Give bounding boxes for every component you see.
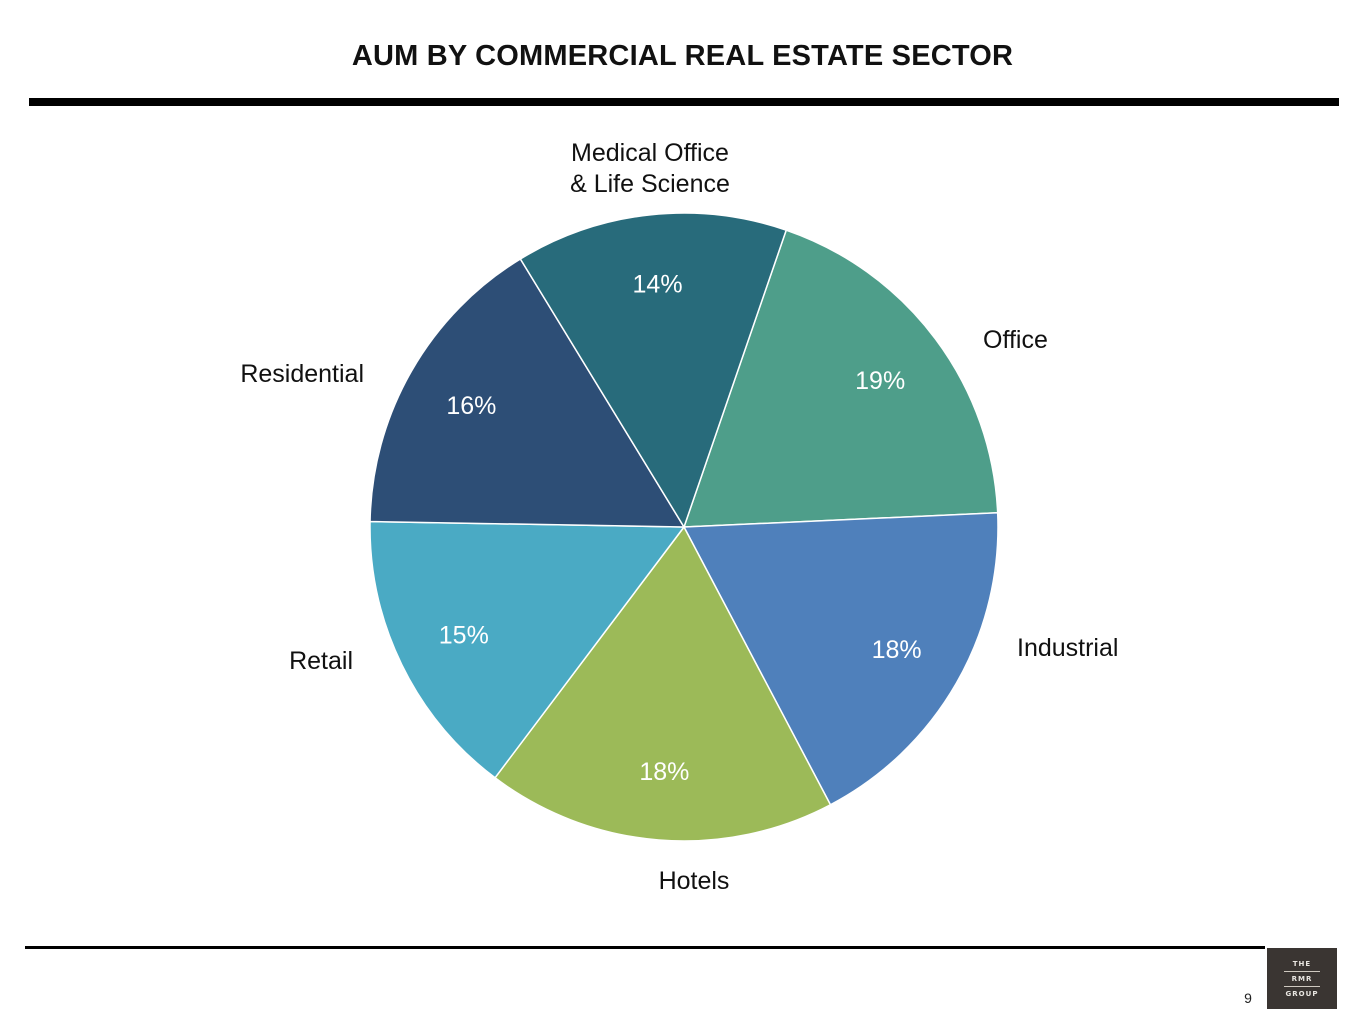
logo-rule-top: [1284, 971, 1320, 972]
pie-slice-retail: [369, 520, 686, 779]
rmr-group-logo: THE RMR GROUP: [1267, 948, 1337, 1009]
pie-value-label-medical: 14%: [633, 270, 683, 298]
pie-value-labels: 19% 18% 18% 15% 16% 14%: [439, 270, 922, 786]
logo-text-the: THE: [1292, 960, 1312, 968]
pie-slices: [369, 212, 999, 842]
logo-rule-bottom: [1284, 986, 1320, 987]
pie-category-label-hotels: Hotels: [659, 867, 730, 895]
title-divider: [29, 98, 1339, 106]
pie-value-label-industrial: 18%: [872, 636, 922, 664]
pie-category-label-line: & Life Science: [570, 170, 730, 198]
pie-category-label-line: Hotels: [659, 867, 730, 895]
pie-category-label-medical: Medical Office & Life Science: [570, 139, 730, 198]
pie-category-label-industrial: Industrial: [1017, 634, 1118, 662]
pie-category-label-line: Industrial: [1017, 634, 1118, 662]
pie-category-label-line: Retail: [289, 647, 353, 675]
footer-divider: [25, 946, 1265, 949]
pie-slice-hotels: [493, 525, 832, 842]
pie-slice-office: [682, 229, 999, 528]
pie-value-label-office: 19%: [855, 367, 905, 395]
logo-text-rmr: RMR: [1291, 975, 1313, 983]
logo-text-group: GROUP: [1285, 990, 1319, 998]
pie-category-label-line: Medical Office: [571, 139, 729, 167]
pie-slice-residential: [369, 257, 686, 528]
pie-category-label-residential: Residential: [240, 360, 364, 388]
pie-value-label-hotels: 18%: [639, 758, 689, 786]
pie-category-label-retail: Retail: [289, 647, 353, 675]
page-title: AUM BY COMMERCIAL REAL ESTATE SECTOR: [351, 40, 1014, 72]
pie-slice-medical: [519, 212, 788, 529]
page-number: 9: [1244, 990, 1252, 1006]
pie-category-label-line: Office: [983, 326, 1048, 354]
pie-value-label-retail: 15%: [439, 621, 489, 649]
pie-value-label-residential: 16%: [446, 392, 496, 420]
pie-slice-industrial: [682, 511, 999, 806]
pie-category-label-office: Office: [983, 326, 1048, 354]
pie-category-label-line: Residential: [240, 360, 364, 388]
pie-category-labels: Office Industrial Hotels Retail Residential M…: [240, 139, 1118, 895]
